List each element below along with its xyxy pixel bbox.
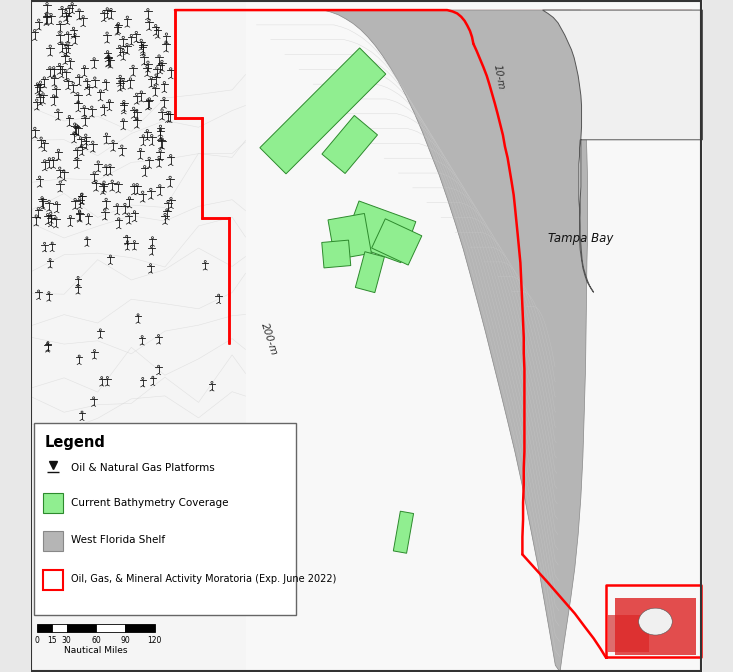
Polygon shape	[356, 252, 384, 292]
Text: Legend: Legend	[45, 435, 106, 450]
Polygon shape	[322, 116, 377, 173]
Text: 10-m: 10-m	[492, 64, 506, 91]
Polygon shape	[260, 48, 386, 174]
Bar	[34, 423, 296, 615]
Polygon shape	[542, 10, 702, 292]
Text: Oil, Gas, & Mineral Activity Moratoria (Exp. June 2022): Oil, Gas, & Mineral Activity Moratoria (…	[71, 575, 336, 584]
Text: 90: 90	[120, 636, 130, 644]
Bar	[31, 0, 246, 672]
Bar	[96, 624, 125, 632]
Bar	[125, 624, 155, 632]
Text: 60: 60	[91, 636, 101, 644]
Bar	[43, 570, 63, 590]
Bar	[608, 615, 649, 652]
Text: 15: 15	[47, 636, 56, 644]
Text: Oil & Natural Gas Platforms: Oil & Natural Gas Platforms	[71, 464, 215, 473]
Bar	[43, 531, 63, 551]
Text: Current Bathymetry Coverage: Current Bathymetry Coverage	[71, 498, 228, 507]
Text: Tampa Bay: Tampa Bay	[548, 232, 614, 245]
Polygon shape	[328, 214, 372, 259]
Polygon shape	[394, 511, 413, 553]
Text: 200-m: 200-m	[259, 322, 279, 357]
Bar	[37, 624, 52, 632]
Bar	[43, 493, 63, 513]
Polygon shape	[372, 219, 421, 265]
Text: West Florida Shelf: West Florida Shelf	[71, 536, 165, 545]
Text: 30: 30	[62, 636, 72, 644]
Bar	[67, 624, 96, 632]
Bar	[615, 598, 696, 655]
Text: 120: 120	[147, 636, 162, 644]
Text: 0: 0	[34, 636, 40, 644]
Polygon shape	[242, 10, 588, 672]
Ellipse shape	[638, 608, 672, 635]
Bar	[52, 624, 67, 632]
Polygon shape	[322, 240, 351, 268]
Text: Nautical Miles: Nautical Miles	[65, 646, 128, 655]
Polygon shape	[344, 201, 416, 263]
